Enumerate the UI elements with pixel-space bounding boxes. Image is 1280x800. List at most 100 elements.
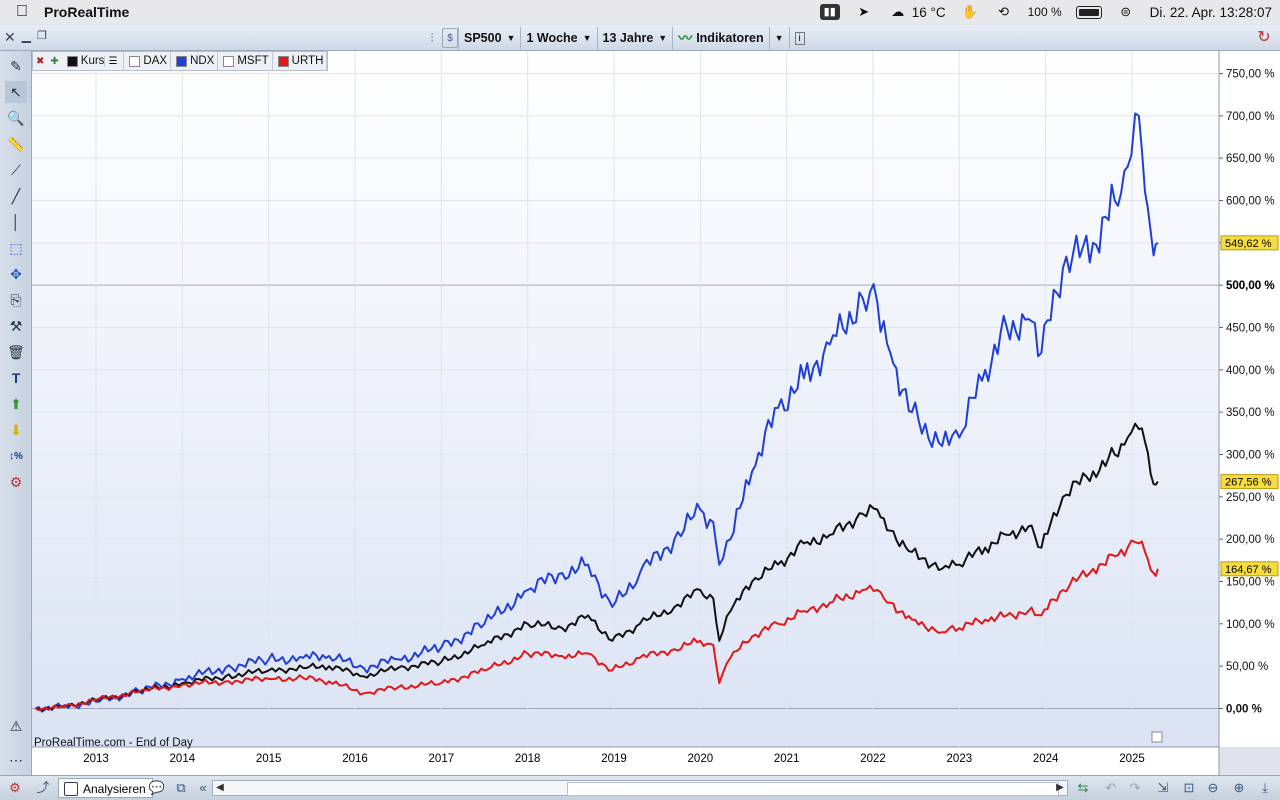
list-icon[interactable]: ☰ <box>104 55 120 67</box>
clock-datetime[interactable]: Di. 22. Apr. 13:28:07 <box>1149 4 1272 20</box>
legend-swatch[interactable] <box>176 55 188 67</box>
percent-icon[interactable]: ↕% <box>9 450 23 462</box>
bottom-bar: ⚙ ⤴ Analysieren 💬 ⧉ « ◀ ▶ ⇆ ↶ ↷ ⇲ ⊡ ⊖ ⊕ … <box>0 775 1280 800</box>
settings-icon[interactable]: ⚙ <box>9 780 21 795</box>
hand-icon[interactable]: ✋ <box>961 4 978 19</box>
x-tick-label: 2013 <box>83 753 109 765</box>
arrow-up-icon[interactable]: ⬆ <box>10 395 22 412</box>
battery-icon[interactable] <box>1075 5 1102 19</box>
apple-icon[interactable]:  <box>0 3 44 21</box>
app-name-menu[interactable]: ProRealTime <box>44 4 130 20</box>
x-tick-label: 2018 <box>515 753 541 765</box>
series-line-kurs[interactable] <box>35 422 1159 712</box>
y-tick-label: 650,00 % <box>1226 153 1275 165</box>
x-tick-label: 2019 <box>601 753 627 765</box>
magnet-icon[interactable]: ⚙ <box>9 473 23 490</box>
legend-item-kurs[interactable]: Kurs ☰ <box>62 52 125 70</box>
restore-icon[interactable]: ❐ <box>36 30 47 42</box>
y-tick-label: 50,00 % <box>1226 661 1268 673</box>
vertical-line-icon[interactable]: │ <box>11 214 21 230</box>
pencil-icon[interactable]: ✎ <box>10 57 22 74</box>
legend-swatch[interactable] <box>129 55 141 67</box>
info-button[interactable]: i <box>788 27 810 49</box>
ruler-icon[interactable]: 📏 <box>7 135 25 152</box>
move-icon[interactable]: ✥ <box>10 265 22 282</box>
x-axis-area[interactable] <box>32 747 1219 775</box>
interval-selector[interactable]: 1 Woche ▼ <box>520 27 596 49</box>
undo-icon[interactable]: ↶ <box>1105 780 1117 795</box>
x-tick-label: 2014 <box>170 753 196 765</box>
chevron-down-icon: ▼ <box>774 33 784 43</box>
export-icon[interactable]: ⇲ <box>1157 780 1169 795</box>
chart-app-icon[interactable]: ▮▮ <box>819 4 840 20</box>
indicators-dropdown[interactable]: ▼ <box>768 27 789 49</box>
y-tick-label: 400,00 % <box>1226 365 1275 377</box>
zoom-area-icon[interactable]: ⊡ <box>1183 780 1195 795</box>
last-value-badge <box>1220 474 1279 490</box>
control-center-icon[interactable]: ⊜ <box>1120 4 1132 19</box>
more-icon[interactable]: ⋯ <box>9 751 23 768</box>
refresh-icon[interactable]: ↻ <box>1257 29 1271 46</box>
add-icon[interactable]: ✚ <box>50 55 59 67</box>
scroll-left-icon[interactable]: ◀ <box>216 782 224 793</box>
symbol-selector[interactable]: SP500 ▼ <box>458 27 520 49</box>
scroll-thumb[interactable] <box>567 782 1059 796</box>
share-icon[interactable]: ⤴ <box>36 780 50 795</box>
trash-icon[interactable]: 🗑 <box>7 343 25 360</box>
chat-icon[interactable]: 💬 <box>148 780 166 795</box>
plot-area[interactable] <box>32 51 1219 747</box>
zoom-out-icon[interactable]: ⊖ <box>1207 780 1219 795</box>
x-tick-label: 2016 <box>342 753 368 765</box>
last-value-label: 267,56 % <box>1225 477 1272 489</box>
double-chevron-left-icon[interactable]: « <box>199 780 207 795</box>
y-axis-area[interactable] <box>1219 51 1280 747</box>
y-tick-label: 250,00 % <box>1226 492 1275 504</box>
minimize-icon[interactable]: ▁ <box>21 29 31 43</box>
arrow-down-icon[interactable]: ⬇ <box>10 421 22 438</box>
pointer-icon[interactable]: ↖ <box>5 81 27 103</box>
y-tick-label: 750,00 % <box>1226 69 1275 81</box>
text-icon[interactable]: T <box>11 370 21 386</box>
y-tick-label: 100,00 % <box>1226 619 1275 631</box>
chart-style-icon[interactable]: ⫶ <box>430 30 434 45</box>
series-line-urth[interactable] <box>35 539 1159 712</box>
chevron-down-icon: ▼ <box>506 33 516 43</box>
window-icon[interactable]: ⧉ <box>176 780 186 795</box>
price-chart[interactable]: 750,00 %700,00 %650,00 %600,00 %550,00 %… <box>32 51 1280 775</box>
legend-item-urth[interactable]: URTH <box>273 52 328 70</box>
horizontal-scrollbar[interactable]: ◀ ▶ <box>212 780 1068 796</box>
legend-item-dax[interactable]: DAX <box>124 52 172 70</box>
indicators-button[interactable]: 〰 Indikatoren <box>672 27 768 49</box>
rectangle-select-icon[interactable]: ⬚ <box>9 239 23 256</box>
symbol-info-icon[interactable]: $ <box>442 28 458 48</box>
redo-icon[interactable]: ↷ <box>1129 780 1141 795</box>
legend-swatch[interactable] <box>223 55 235 67</box>
weather-widget[interactable]: ☁ 16 °C <box>888 4 945 20</box>
x-tick-label: 2023 <box>947 753 973 765</box>
legend-swatch[interactable] <box>277 55 289 67</box>
series-line-ndx[interactable] <box>35 112 1159 713</box>
zoom-in-icon[interactable]: ⊕ <box>1233 780 1245 795</box>
scroll-right-icon[interactable]: ▶ <box>1056 782 1064 793</box>
line-icon[interactable]: ╱ <box>11 187 21 204</box>
download-icon[interactable]: ⤓ <box>1262 780 1268 795</box>
location-icon[interactable]: ➤ <box>858 4 870 19</box>
alerts-icon[interactable]: ⚠ <box>9 717 23 734</box>
copy-icon[interactable]: ⎘ <box>10 291 22 308</box>
period-selector[interactable]: 13 Jahre ▼ <box>596 27 673 49</box>
y-tick-label: 700,00 % <box>1226 111 1275 123</box>
legend-item-ndx[interactable]: NDX <box>171 52 219 70</box>
zoom-icon[interactable]: 🔍 <box>7 109 25 126</box>
segment-icon[interactable]: ⟋ <box>11 161 21 178</box>
legend-item-msft[interactable]: MSFT <box>218 52 273 70</box>
indicators-icon: 〰 <box>678 30 693 46</box>
tools-icon[interactable]: ⚒ <box>9 317 23 334</box>
legend-swatch[interactable] <box>66 55 78 67</box>
close-icon[interactable]: ✕ <box>4 29 16 45</box>
last-value-badge <box>1220 561 1279 577</box>
time-machine-icon[interactable]: ⟲ <box>998 4 1010 19</box>
tab-analyze[interactable]: Analysieren <box>58 778 153 798</box>
info-small-icon[interactable] <box>1151 731 1163 743</box>
remove-icon[interactable]: ✖ <box>36 55 45 67</box>
sync-icon[interactable]: ⇆ <box>1077 780 1089 795</box>
